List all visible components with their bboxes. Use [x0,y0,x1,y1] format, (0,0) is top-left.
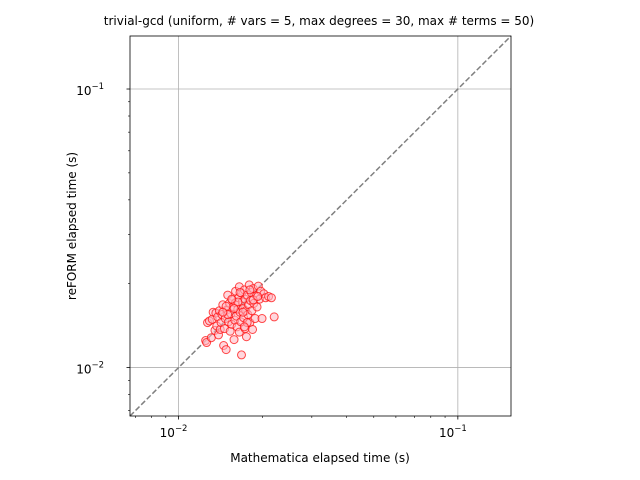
y-tick-label: 10−1 [76,82,104,98]
reference-line-y-equals-x [129,35,512,417]
data-point [237,350,246,360]
grid-lines [130,36,511,416]
y-axis-label: reFORM elapsed time (s) [65,152,79,300]
plot-frame [129,35,512,417]
data-point [266,293,276,303]
data-point [241,332,251,342]
axis-ticks: 10−2 10−1 10−2 10−1 [76,82,467,440]
data-point [218,307,228,317]
data-points [201,280,279,360]
data-point [229,303,239,313]
data-point [257,314,267,324]
data-point [238,307,248,317]
data-point [245,285,255,295]
data-point [248,324,258,334]
data-point [221,345,231,355]
data-point [252,302,262,312]
data-point [227,294,237,304]
chart-title: trivial-gcd (uniform, # vars = 5, max de… [104,14,534,28]
data-point [253,291,263,301]
y-tick-label: 10−2 [76,361,104,377]
data-point [239,322,249,332]
x-tick-label: 10−1 [439,424,467,440]
data-point [235,287,245,297]
data-point [269,312,279,322]
x-tick-label: 10−2 [160,424,188,440]
data-point [229,335,239,345]
x-axis-label: Mathematica elapsed time (s) [230,451,410,465]
